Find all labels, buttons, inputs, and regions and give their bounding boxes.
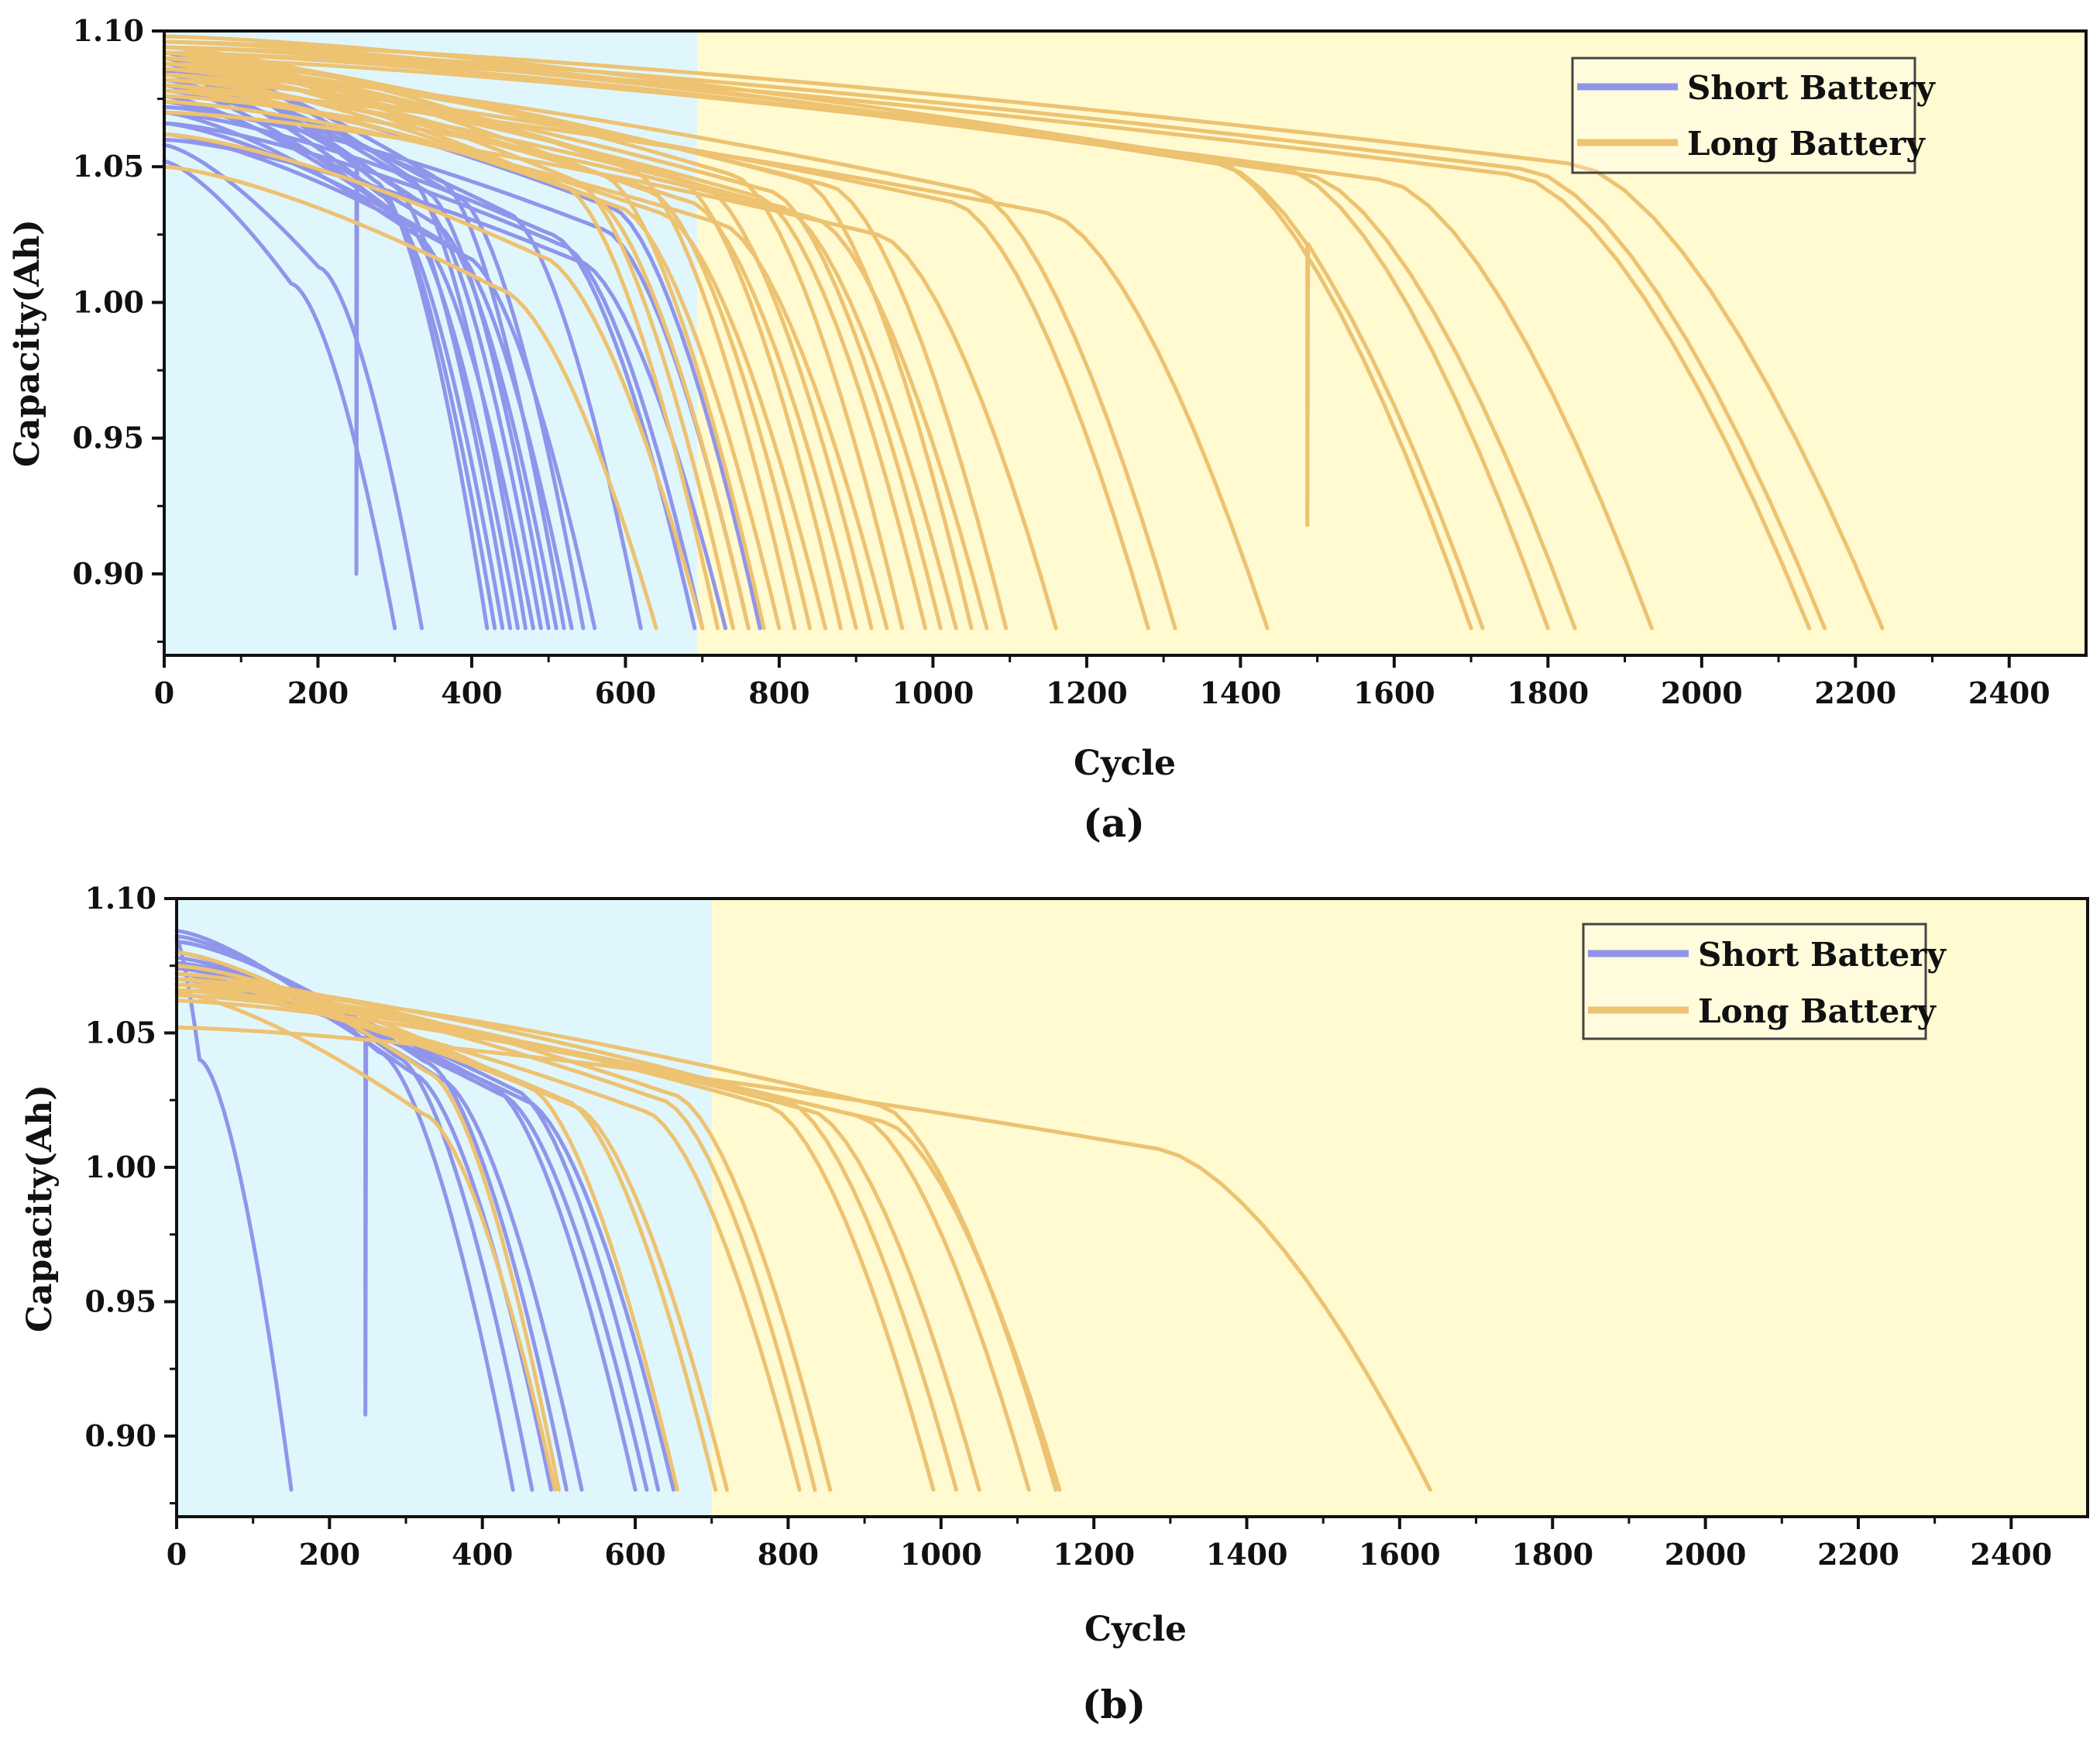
plot-b-xtick-label-6: 1200: [1053, 1537, 1135, 1572]
plot-a-legend-short-label: Short Battery: [1687, 69, 1936, 107]
plot-a-legend-long-label: Long Battery: [1687, 125, 1926, 163]
plot-b-ytick-label-0: 0.90: [84, 1418, 156, 1453]
panel-a: 0 200 400 600 800 1000 1200 1400 1600 1800 2000 220…: [8, 13, 2088, 846]
plot-a-xtick-label-3: 600: [595, 675, 656, 710]
plot-a-frame: [163, 29, 2088, 657]
plot-b-xtick-label-9: 1800: [1511, 1537, 1593, 1572]
plot-b-long-series-1: [174, 950, 561, 1492]
panel-b: 0 200 400 600 800 1000 1200 1400 1600 1800 2000 220…: [20, 881, 2089, 1727]
plot-a-long-series-0: [162, 164, 658, 631]
plot-a-long-series-13: [162, 99, 889, 631]
plot-a-long-series-30: [162, 50, 1812, 631]
plot-a-short-series-18: [162, 121, 705, 631]
plot-b-series: [174, 929, 1432, 1492]
plot-b-axes: 0 200 400 600 800 1000 1200 1400 1600 1800 2000 220…: [84, 881, 2089, 1572]
plot-a-long-series-16: [162, 67, 943, 631]
plot-b-short-series-0: [174, 937, 294, 1492]
plot-b-xlabel: Cycle: [1084, 1610, 1187, 1649]
plot-a-ytick-label-2: 1.00: [72, 284, 144, 319]
plot-b-long-series-9: [174, 977, 958, 1492]
plot-a-caption: (a): [1083, 800, 1145, 846]
plot-a-xtick-label-2: 400: [441, 675, 502, 710]
plot-a-long-series-31: [162, 45, 1827, 631]
plot-a-short-series-17: [162, 110, 697, 631]
plot-b-long-series-0: [174, 990, 557, 1492]
plot-b-xtick-label-2: 400: [452, 1537, 513, 1572]
plot-a-xtick-label-10: 2000: [1661, 675, 1743, 710]
plot-b-long-series-13: [174, 998, 1062, 1492]
plot-a-long-series-32: [162, 40, 1885, 631]
plot-a-long-series-29: [162, 56, 1654, 631]
plot-a-legend: Short Battery Long Battery: [1571, 57, 1936, 174]
plot-b-ytick-label-2: 1.00: [84, 1150, 156, 1184]
plot-a-short-series-19: [162, 137, 727, 631]
plot-a-xtick-label-9: 1800: [1507, 675, 1589, 710]
plot-b-legend-short-label: Short Battery: [1698, 936, 1947, 974]
plot-b-long-series-12: [174, 982, 1058, 1492]
plot-b-xtick-label-11: 2200: [1817, 1537, 1899, 1572]
plot-b-region-long: [712, 899, 2088, 1517]
plot-a-ylabel: Capacity(Ah): [8, 219, 47, 467]
plot-a-xtick-label-11: 2200: [1814, 675, 1896, 710]
plot-b-ylabel: Capacity(Ah): [20, 1084, 60, 1332]
plot-a-long-series-14: [162, 50, 905, 631]
plot-a-xtick-label-6: 1200: [1046, 675, 1128, 710]
plot-a-long-series-24: [162, 88, 1270, 631]
plot-b-ytick-label-3: 1.05: [84, 1015, 156, 1050]
plot-b-xtick-label-1: 200: [299, 1537, 360, 1572]
plot-b-xtick-label-5: 1000: [900, 1537, 982, 1572]
plot-a-long-series-27: [162, 45, 1550, 631]
plot-a-series: [162, 34, 1885, 631]
plot-a-xlabel: Cycle: [1074, 744, 1176, 783]
plot-a-legend-box: [1571, 57, 1916, 174]
plot-b-ytick-label-4: 1.10: [84, 881, 156, 916]
plot-a-short-series-1: [162, 143, 424, 631]
plot-a-ytick-label-3: 1.05: [72, 149, 144, 184]
plot-b-xtick-label-8: 1600: [1359, 1537, 1441, 1572]
plot-a-short-series-16: [162, 88, 643, 631]
plot-a-xtick-label-0: 0: [154, 675, 174, 710]
plot-a-short-series-4: [162, 83, 505, 631]
plot-a-short-series-13: [162, 121, 574, 631]
plot-b-xtick-label-3: 600: [604, 1537, 665, 1572]
plot-b-legend: Short Battery Long Battery: [1582, 923, 1947, 1040]
plot-a-long-series-19: [162, 94, 989, 631]
plot-a-ytick-label-0: 0.90: [72, 556, 144, 591]
plot-b-legend-box: [1582, 923, 1927, 1040]
plot-a-ytick-label-1: 0.95: [72, 421, 144, 455]
plot-b-xtick-label-10: 2000: [1665, 1537, 1747, 1572]
plot-a-xtick-label-4: 800: [748, 675, 809, 710]
plot-b-long-series-14: [174, 1026, 1432, 1492]
plot-a-long-series-23: [162, 67, 1177, 631]
plot-b-frame: [175, 897, 2089, 1518]
plot-a-region-long: [697, 31, 2086, 655]
plot-a-axes: 0 200 400 600 800 1000 1200 1400 1600 1800 2000 220…: [72, 13, 2088, 710]
plot-b-caption: (b): [1082, 1682, 1146, 1727]
plot-b-xtick-label-0: 0: [167, 1537, 187, 1572]
plot-a-long-series-21: [162, 110, 1058, 631]
plot-a-long-series-20: [162, 61, 1009, 631]
plot-b-ytick-label-1: 0.95: [84, 1284, 156, 1318]
plot-a-long-series-1: [162, 132, 705, 631]
plot-a-ytick-label-4: 1.10: [72, 13, 144, 48]
plot-a-xtick-label-7: 1400: [1199, 675, 1281, 710]
plot-a-short-series-8: [162, 110, 535, 631]
plot-a-xtick-label-5: 1000: [892, 675, 974, 710]
plot-a-xtick-label-12: 2400: [1968, 675, 2050, 710]
plot-b-legend-long-label: Long Battery: [1698, 992, 1937, 1030]
plot-b-xtick-label-4: 800: [758, 1537, 819, 1572]
plot-b-long-series-4: [174, 982, 729, 1492]
plot-b-xtick-label-12: 2400: [1970, 1537, 2052, 1572]
plot-b-long-series-11: [174, 993, 1031, 1492]
plot-b-xtick-label-7: 1400: [1206, 1537, 1288, 1572]
plot-a-xtick-label-8: 1600: [1353, 675, 1435, 710]
plot-a-xtick-label-1: 200: [287, 675, 349, 710]
